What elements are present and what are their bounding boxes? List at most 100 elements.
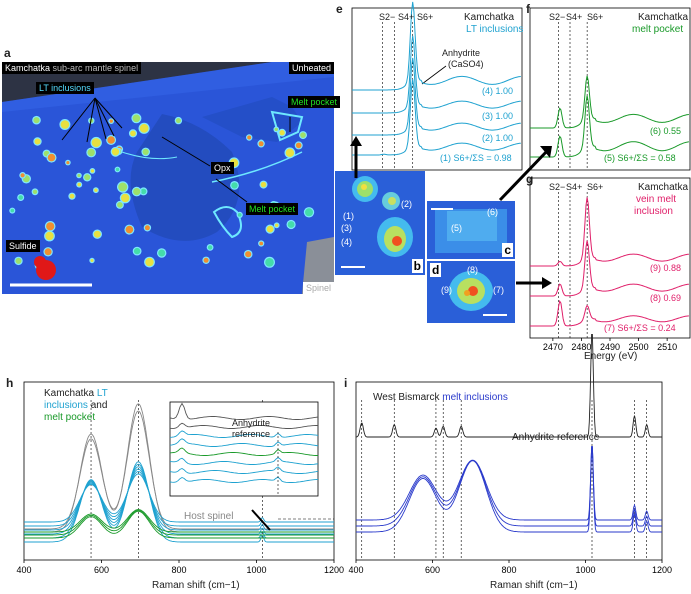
xanes-frame-e — [351, 7, 523, 171]
inclusion-dot — [259, 241, 264, 246]
inclusion-dot — [125, 225, 134, 234]
inclusion-dot — [77, 182, 81, 187]
map-d: d (8) (7) (9) — [426, 260, 516, 324]
xanes-curve-f-0 — [530, 75, 689, 129]
arrow-c-to-f-head — [540, 146, 552, 158]
raman-xtick-label-i-2: 800 — [501, 565, 516, 575]
inclusion-dot — [285, 148, 295, 157]
raman-curve-h-1-0 — [24, 461, 334, 543]
inclusion-dot — [115, 167, 120, 172]
g-spectrum-7: (7) S6+/ΣS = 0.24 — [604, 323, 676, 333]
h-inset-curve-3 — [169, 438, 319, 447]
h-title-line3: melt pocket — [44, 412, 96, 423]
h-xlabel: Raman shift (cm−1) — [152, 580, 240, 591]
map-c-label-6: (6) — [487, 207, 498, 217]
map-d-label-9: (9) — [441, 285, 452, 295]
inclusion-dot — [133, 188, 141, 196]
g-title-1: Kamchatka — [638, 182, 689, 193]
panel-label-c: c — [502, 243, 513, 257]
h-inset-arrow — [251, 509, 271, 531]
inclusion-dot — [207, 245, 213, 250]
xanes-curve-e-3 — [352, 79, 521, 156]
inclusion-dot — [90, 169, 95, 173]
xanes-curve-g-2 — [530, 299, 689, 327]
inclusion-dot — [107, 136, 115, 144]
raman-curve-h-0-1 — [24, 410, 334, 530]
g-xlabel: Energy (eV) — [584, 351, 638, 362]
inclusion-dot — [142, 148, 149, 155]
e-title-2: LT inclusions — [466, 24, 524, 35]
inclusion-dot — [111, 148, 120, 156]
arrow-d-to-g-head — [542, 277, 552, 289]
raman-xtick-label-h-2: 800 — [171, 565, 186, 575]
f-title-1: Kamchatka — [638, 12, 689, 23]
raman-xtick-label-i-1: 600 — [425, 565, 440, 575]
inclusion-dot — [46, 222, 55, 231]
xanes-curve-f-1 — [530, 95, 689, 158]
raman-curve-h-2-2 — [24, 509, 334, 533]
f-title-2: melt pocket — [632, 24, 684, 35]
inclusion-dot — [305, 208, 313, 217]
inclusion-dot — [91, 138, 101, 148]
e-title-1: Kamchatka — [464, 12, 515, 23]
panel-label-a: a — [4, 46, 11, 60]
g-title-2: vein melt — [636, 194, 677, 205]
inclusion-dot — [117, 202, 123, 208]
h-inset-curve-0 — [169, 402, 319, 420]
inclusion-dot — [69, 193, 75, 199]
inclusion-dot — [18, 195, 24, 200]
map-d-label-7: (7) — [493, 285, 504, 295]
map-b: (1) (2) (3) (4) b — [334, 170, 426, 276]
inclusion-dot — [34, 138, 41, 145]
h-inset-curve-4 — [169, 447, 318, 456]
map-b-label-4: (4) — [341, 237, 352, 247]
h-inset-curve-7 — [169, 476, 319, 483]
map-b-label-2: (2) — [401, 199, 412, 209]
e-edge-s4: S4+ — [398, 12, 415, 22]
raman-curve-i-1-2 — [356, 447, 662, 521]
panel-label-b: b — [411, 259, 423, 273]
map-c-label-5: (5) — [451, 223, 462, 233]
anhydrite-pointer — [421, 65, 447, 85]
raman-curve-i-1-1 — [356, 446, 662, 527]
raman-curve-i-1-0 — [356, 446, 662, 533]
inclusion-dot — [45, 231, 54, 241]
e-spectrum-2: (2) 1.00 — [482, 133, 514, 143]
inclusion-dot — [66, 161, 70, 165]
panel-label-h: h — [6, 376, 14, 390]
inclusion-dot — [60, 120, 70, 129]
inclusion-dot — [32, 189, 38, 194]
h-title-line1: Kamchatka LT — [44, 388, 108, 399]
inclusion-dot — [247, 135, 252, 140]
inclusion-dot — [266, 225, 274, 233]
inclusion-dot — [87, 148, 95, 157]
raman-curve-h-1-5 — [24, 473, 334, 523]
raman-xtick-label-i-4: 1200 — [652, 565, 672, 575]
inclusion-dot — [130, 130, 136, 137]
xanes-xtick-label-2: 2490 — [600, 342, 620, 352]
inclusion-dot — [44, 248, 52, 256]
raman-curve-h-1-2 — [24, 466, 334, 535]
h-host-spinel-label: Host spinel — [184, 511, 234, 522]
e-spectrum-3: (3) 1.00 — [482, 111, 514, 121]
inclusion-dot — [145, 257, 154, 267]
melt-pocket-label-bottom: Melt pocket — [246, 203, 299, 215]
h-inset-anhydrite: Anhydrite — [232, 418, 271, 428]
f-edge-s6: S6+ — [587, 12, 604, 22]
inclusion-dot — [237, 213, 242, 217]
inclusion-dot — [245, 251, 252, 258]
g-spectrum-9: (9) 0.88 — [650, 263, 682, 273]
inclusion-dot — [109, 119, 113, 123]
panel-label-d: d — [430, 263, 442, 277]
e-edge-s2: S2− — [379, 12, 396, 22]
inclusion-dot — [139, 123, 149, 133]
xanes-curve-e-2 — [352, 57, 521, 136]
i-xlabel: Raman shift (cm−1) — [490, 580, 578, 591]
raman-curve-h-2-1 — [24, 509, 334, 536]
h-title-line2: inclusions and — [44, 400, 108, 411]
inclusion-dot — [10, 208, 15, 213]
g-edge-s6: S6+ — [587, 182, 604, 192]
sulfide-label: Sulfide — [6, 240, 40, 252]
spinel-photomicrograph: Kamchatka sub-arc mantle spinel Unheated… — [2, 62, 341, 294]
inclusion-dot — [90, 259, 94, 262]
